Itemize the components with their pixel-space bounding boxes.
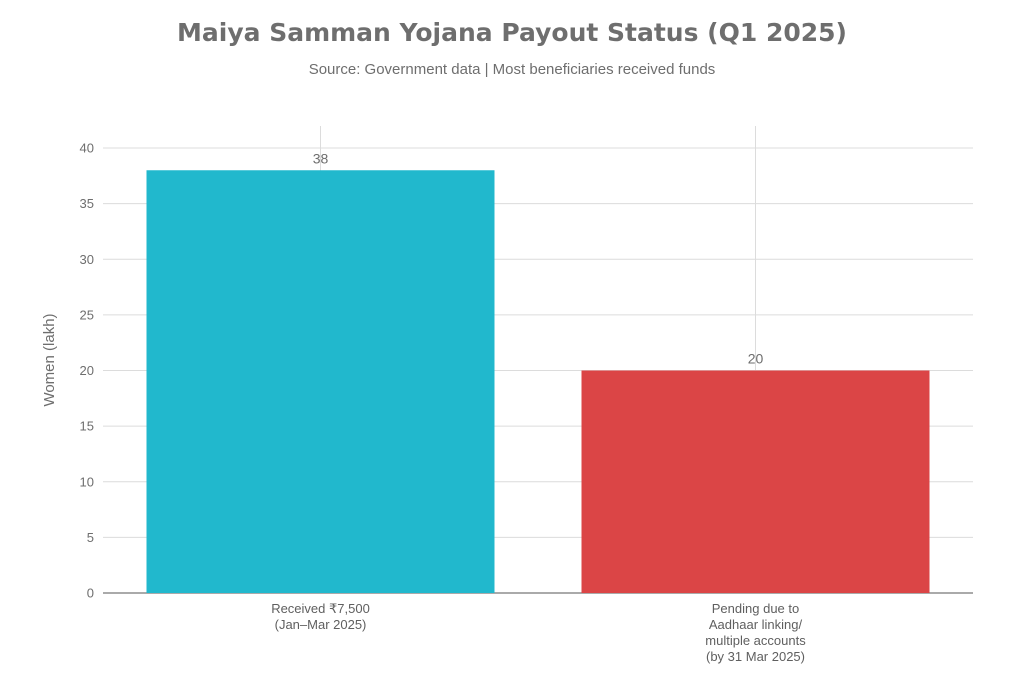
y-tick-label: 15 [80,419,94,434]
x-category-label: Received ₹7,500 (Jan–Mar 2025) [271,601,370,632]
data-labels: 38 20 [313,150,764,366]
x-category-labels: Received ₹7,500 (Jan–Mar 2025) Pending due… [271,601,806,664]
y-axis-label: Women (lakh) [41,313,58,406]
y-tick-label: 40 [80,141,94,156]
chart-subtitle: Source: Government data | Most beneficia… [308,61,716,78]
y-tick-label: 30 [80,252,94,267]
bars [146,170,930,593]
y-tick-label: 0 [87,586,94,601]
y-tick-label: 5 [87,530,94,545]
bar-1 [581,370,930,593]
y-tick-label: 20 [80,363,94,378]
chart-title: Maiya Samman Yojana Payout Status (Q1 20… [177,18,847,47]
data-label: 20 [748,351,764,367]
data-label: 38 [313,150,329,166]
y-tick-label: 35 [80,196,94,211]
y-tick-labels: 0 5 10 15 20 25 30 35 40 [80,141,94,601]
x-category-label: Pending due to Aadhaar linking/multiple a… [705,601,806,664]
y-tick-label: 10 [80,474,94,489]
bar-0 [146,170,495,593]
y-tick-label: 25 [80,307,94,322]
